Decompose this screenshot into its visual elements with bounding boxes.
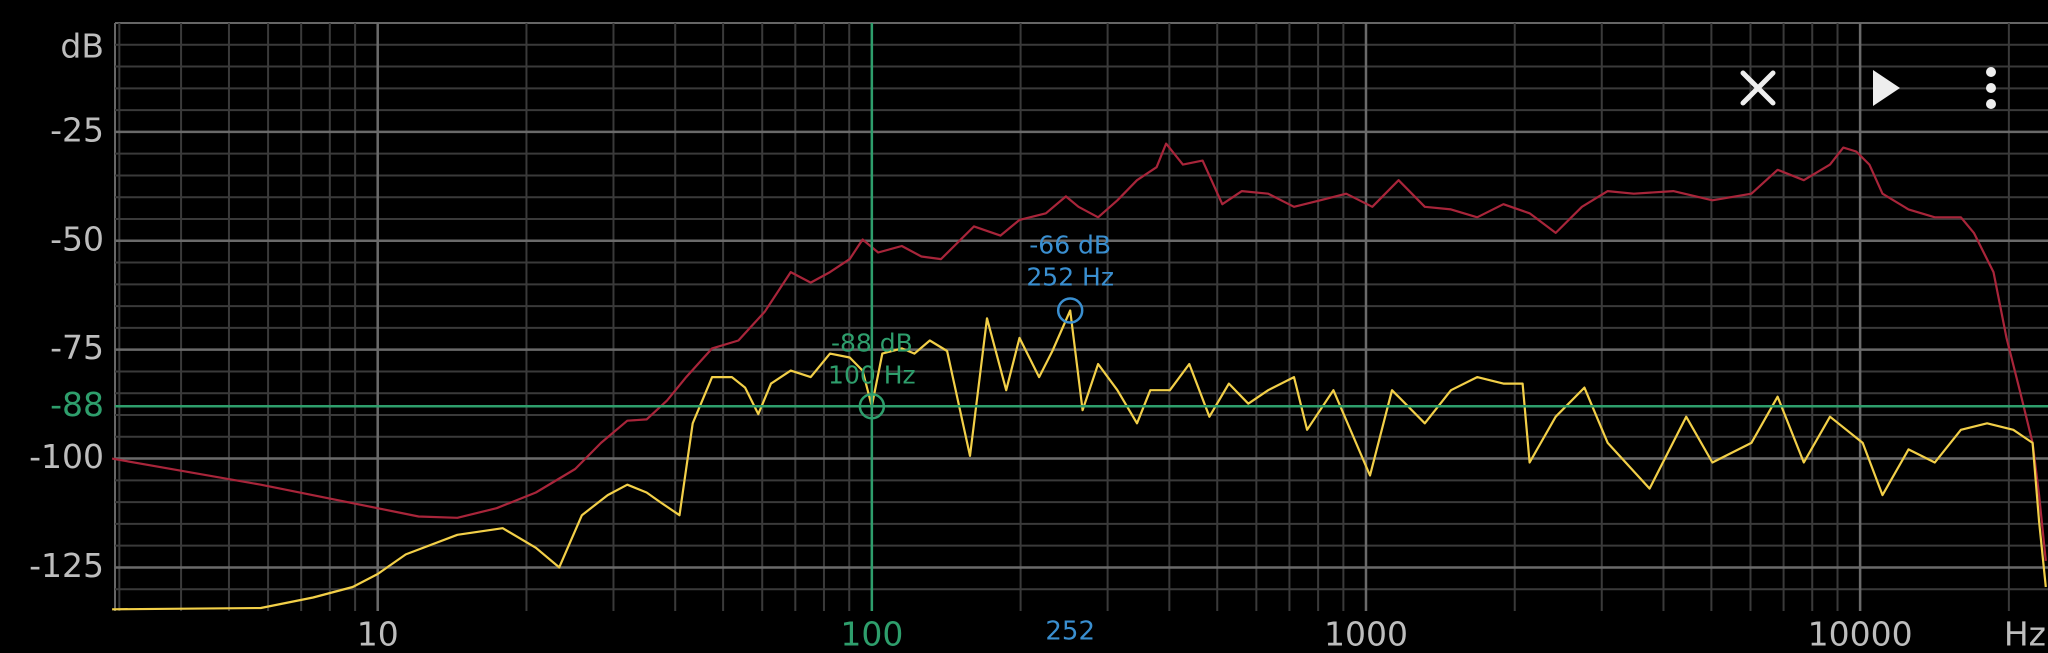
- x-tick-label: 10000: [1808, 615, 1913, 653]
- y-tick-label: -50: [50, 219, 104, 258]
- play-button[interactable]: [1873, 70, 1900, 106]
- close-button[interactable]: [1740, 70, 1776, 106]
- menu-button[interactable]: [1986, 67, 1996, 109]
- y-tick-label: -75: [50, 328, 104, 367]
- y-tick-label: -100: [29, 437, 104, 476]
- cursor-hz-label: 100 Hz: [828, 360, 916, 389]
- y-tick-label: -125: [29, 546, 104, 585]
- grid: [114, 22, 2048, 611]
- cursor-y-axis-label: -88: [50, 385, 104, 424]
- x-axis-label: Hz: [2004, 615, 2046, 653]
- spectrum-line: [111, 142, 2047, 562]
- x-tick-label: 1000: [1324, 615, 1408, 653]
- peak-x-axis-label: 252: [1045, 617, 1095, 647]
- peak-hz-label: 252 Hz: [1026, 262, 1114, 291]
- cursor-x-axis-label: 100: [840, 615, 903, 653]
- peak-marker: [1056, 297, 1084, 324]
- peak-db-label: -66 dB: [1029, 230, 1111, 259]
- spectrum-line: [112, 309, 2047, 611]
- cursor-db-label: -88 dB: [831, 328, 913, 357]
- cursor-marker: [858, 393, 886, 420]
- y-axis-label: dB: [60, 27, 104, 66]
- plot: 10 1000 10000 -25 -50 -75 -100 -125 -88 dB 100 Hz…: [29, 23, 2048, 653]
- y-tick-label: -25: [50, 110, 104, 149]
- x-tick-label: 10: [357, 615, 399, 653]
